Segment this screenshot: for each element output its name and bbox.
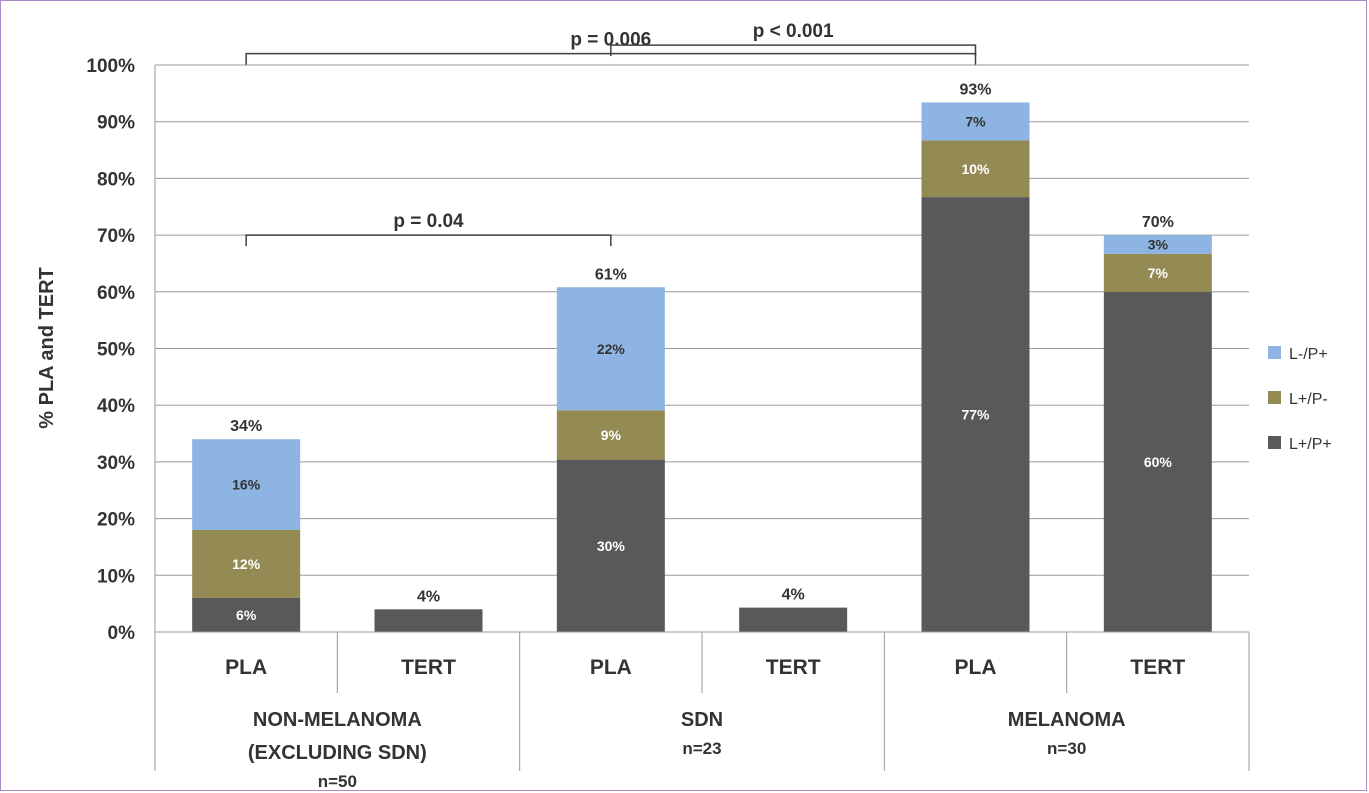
bar-segment-label: 9% [601, 427, 622, 443]
bar-segment [556, 459, 665, 632]
bar-total-label: 61% [595, 266, 627, 283]
bar-segment [556, 410, 665, 460]
significance-bracket [610, 44, 977, 57]
bar-segment-label: 77% [961, 407, 990, 423]
bar-segment [556, 287, 665, 411]
x-category-label: TERT [401, 656, 456, 679]
bar-segment-label: 10% [961, 161, 990, 177]
x-category-label: PLA [590, 656, 632, 679]
bar-segment [1103, 235, 1212, 254]
y-tick-label: 90% [97, 113, 135, 134]
legend-entry: L+/P- [1289, 391, 1328, 408]
y-tick-label: 0% [108, 623, 136, 644]
axes [154, 65, 1250, 771]
group-labels: NON-MELANOMA (EXCLUDING SDN) n=50 SDN n=23 ME… [248, 709, 1126, 791]
legend-entry: L-/P+ [1289, 346, 1328, 363]
bar-segment [192, 529, 301, 598]
bar-total-label: 4% [417, 588, 440, 605]
bar-segment-label: 60% [1144, 454, 1173, 470]
y-tick-label: 50% [97, 340, 135, 361]
bar-segment [192, 597, 301, 632]
y-tick-label: 70% [97, 226, 135, 247]
bar-total-label: 70% [1142, 214, 1174, 231]
bar-segment-label: 22% [597, 341, 626, 357]
bar-total-label: 4% [782, 587, 805, 604]
y-tick-label: 40% [97, 396, 135, 417]
group-count: n=30 [1047, 739, 1086, 758]
bar-segment [739, 607, 848, 632]
bar-segment-label: 7% [1148, 265, 1169, 281]
legend: L-/P+ L+/P- L+/P+ [1268, 346, 1332, 453]
y-tick-label: 30% [97, 453, 135, 474]
bar-total-label: 34% [230, 418, 262, 435]
bar-segment [921, 102, 1030, 141]
x-category-label: PLA [225, 656, 267, 679]
bar-segment [1103, 291, 1212, 632]
bar-segment [192, 439, 301, 530]
gridlines [155, 64, 1249, 576]
bar-segment [921, 197, 1030, 632]
significance-bracket [245, 234, 612, 247]
legend-swatch [1268, 346, 1281, 359]
x-category-labels: PLA TERT PLA TERT PLA TERT [225, 656, 1185, 679]
bar-segment-label: 7% [965, 113, 986, 129]
y-tick-labels: 0% 10% 20% 30% 40% 50% 60% 70% 80% 90% 100% [86, 56, 135, 644]
y-tick-label: 10% [97, 566, 135, 587]
bar-segment-label: 3% [1148, 236, 1169, 252]
group-label: (EXCLUDING SDN) [248, 742, 427, 764]
bar-segment-label: 16% [232, 477, 261, 493]
group-count: n=23 [682, 739, 721, 758]
legend-swatch [1268, 436, 1281, 449]
bar-total-label: 93% [959, 81, 991, 98]
bar-segment [921, 140, 1030, 198]
y-tick-label: 60% [97, 283, 135, 304]
bar-segment-label: 30% [597, 538, 626, 554]
legend-entry: L+/P+ [1289, 436, 1332, 453]
group-count: n=50 [318, 772, 357, 791]
y-tick-label: 20% [97, 510, 135, 531]
legend-swatch [1268, 391, 1281, 404]
p-value-label: p < 0.001 [753, 21, 834, 42]
bar-segment [1103, 253, 1212, 292]
group-label: SDN [681, 709, 723, 731]
bars: 6% 12% 16% 34% 4% 30% 9% 22% 61% 4% 77% 10% 7% 93% 60%… [192, 81, 1212, 632]
x-category-label: TERT [766, 656, 821, 679]
y-tick-label: 100% [86, 56, 135, 77]
y-tick-label: 80% [97, 169, 135, 190]
y-axis-label: % PLA and TERT [36, 267, 58, 428]
bar-segment-label: 6% [236, 607, 257, 623]
group-label: MELANOMA [1008, 709, 1126, 731]
bar-segment-label: 12% [232, 556, 261, 572]
x-category-label: PLA [955, 656, 997, 679]
p-value-label: p = 0.04 [393, 211, 464, 232]
bar-segment [374, 609, 483, 632]
group-label: NON-MELANOMA [253, 709, 422, 731]
x-category-label: TERT [1130, 656, 1185, 679]
